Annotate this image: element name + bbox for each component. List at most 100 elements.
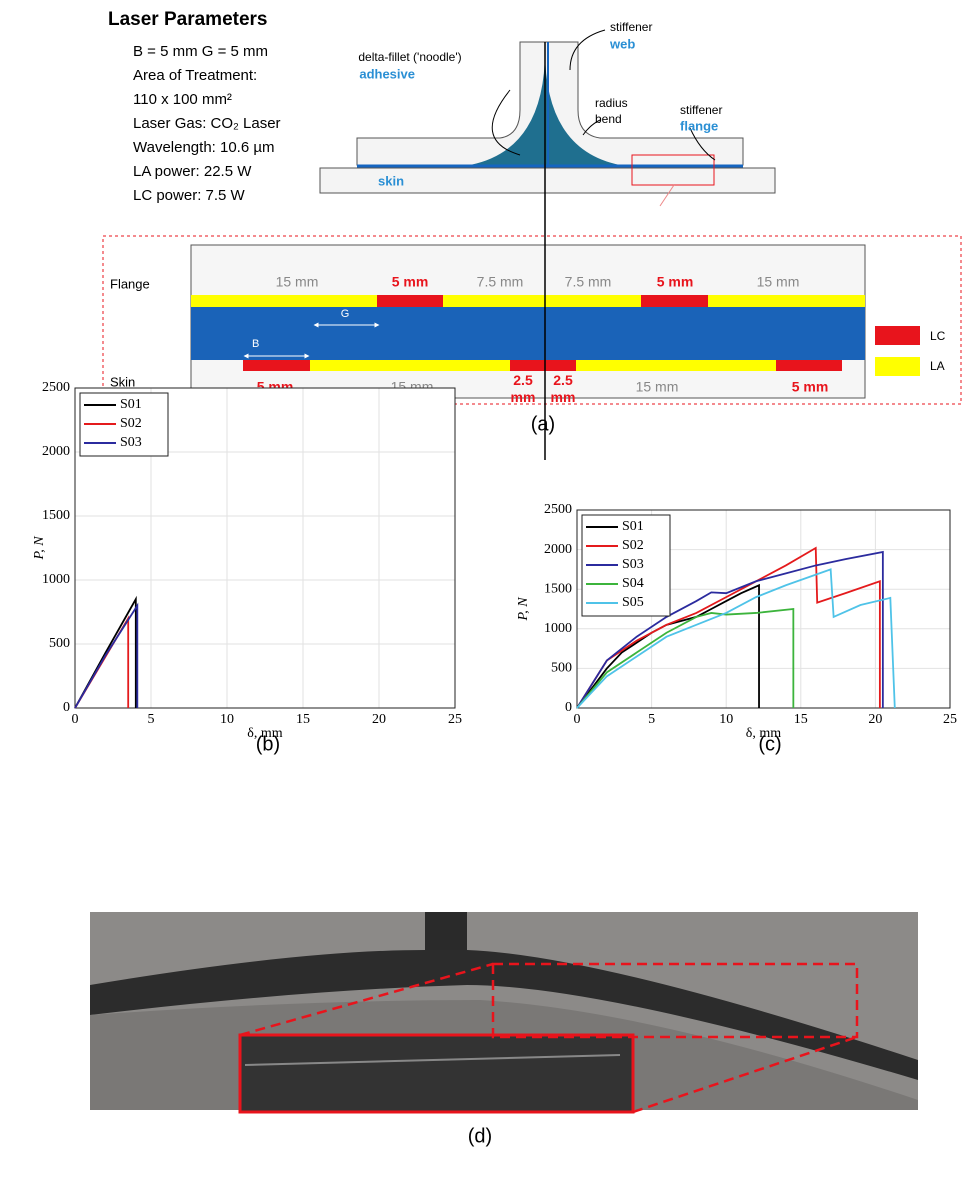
y-axis-label: P, N <box>32 536 47 561</box>
callout: skin <box>378 173 404 188</box>
arrow-label: B <box>252 338 259 350</box>
legend-swatch <box>875 357 920 376</box>
parameter: LC power: 7.5 W <box>133 187 246 204</box>
x-tick-label: 10 <box>220 712 234 727</box>
parameter: Wavelength: 10.6 µm <box>133 139 275 156</box>
skin-shape <box>319 167 776 194</box>
x-tick-label: 5 <box>148 712 155 727</box>
x-tick-label: 15 <box>296 712 310 727</box>
series-line <box>74 602 139 709</box>
lc-strip <box>243 360 310 371</box>
zoom-box <box>491 962 859 1039</box>
y-tick-label: 1500 <box>544 581 572 596</box>
series-line <box>576 568 896 709</box>
x-tick-label: 25 <box>448 712 462 727</box>
heading: Laser Parameters <box>108 9 268 30</box>
caption: (a) <box>531 413 555 435</box>
photo <box>90 912 918 1114</box>
series-line <box>576 550 884 709</box>
legend-label: LC <box>930 329 946 343</box>
dimension: 15 mm <box>757 274 800 290</box>
dimension: 5 mm <box>392 274 429 290</box>
x-tick-label: 0 <box>574 712 581 727</box>
callout-line <box>582 119 601 136</box>
lc-strip <box>377 295 443 307</box>
callout: delta-fillet ('noodle') <box>358 50 461 64</box>
specimen-web <box>425 912 467 952</box>
callout: flange <box>680 118 718 133</box>
lc-strip <box>776 360 842 371</box>
arrow-label: G <box>341 308 350 320</box>
zoom-box <box>631 154 715 186</box>
dimension: 7.5 mm <box>565 274 612 290</box>
y-tick-label: 2500 <box>544 502 572 517</box>
legend-label: S04 <box>622 576 644 591</box>
legend-label: S01 <box>622 519 644 534</box>
x-tick-label: 15 <box>794 712 808 727</box>
zoom-line <box>659 184 675 207</box>
y-tick-label: 2000 <box>544 542 572 557</box>
callout: radius <box>595 96 628 110</box>
dimension: 15 mm <box>276 274 319 290</box>
x-axis-label: δ, mm <box>247 726 282 741</box>
zoom-line <box>239 962 494 1037</box>
y-tick-label: 1000 <box>42 572 70 587</box>
y-tick-label: 2500 <box>42 380 70 395</box>
parameter: B = 5 mm G = 5 mm <box>133 43 268 60</box>
dimension: 2.5 mm <box>511 372 536 405</box>
legend-label: S03 <box>622 557 644 572</box>
callout: adhesive <box>359 66 415 81</box>
plot-frame <box>74 387 456 709</box>
specimen <box>90 950 918 1080</box>
y-tick-label: 0 <box>565 700 572 715</box>
layer-label: Skin <box>110 374 135 389</box>
legend-label: S05 <box>622 595 644 610</box>
crack <box>244 1054 621 1066</box>
y-tick-label: 0 <box>63 700 70 715</box>
series-line <box>576 607 795 709</box>
callout: bend <box>595 112 622 126</box>
x-axis-label: δ, mm <box>746 726 781 741</box>
legend-label: S02 <box>120 416 142 431</box>
adhesive-layer <box>191 307 865 360</box>
plot-frame <box>576 509 951 709</box>
la-strip <box>191 295 865 307</box>
y-tick-label: 2000 <box>42 444 70 459</box>
legend-label: LA <box>930 359 945 373</box>
legend-label: S03 <box>120 435 142 450</box>
x-tick-label: 20 <box>372 712 386 727</box>
y-tick-label: 1000 <box>544 621 572 636</box>
dimension: 5 mm <box>657 274 694 290</box>
y-tick-label: 1500 <box>42 508 70 523</box>
callout-line <box>689 127 716 161</box>
legend-swatch <box>875 326 920 345</box>
y-tick-label: 500 <box>551 661 572 676</box>
legend-label: S02 <box>622 538 644 553</box>
dimension: 2.5 mm <box>551 372 576 405</box>
caption: (d) <box>468 1125 492 1147</box>
callout: stiffener <box>610 20 652 34</box>
x-tick-label: 10 <box>719 712 733 727</box>
zoom-inset <box>238 1033 635 1114</box>
x-tick-label: 25 <box>943 712 957 727</box>
callout-line <box>569 29 606 71</box>
layer-label: Flange <box>110 276 150 291</box>
parameter: Laser Gas: CO₂ Laser <box>133 115 281 132</box>
callout-line <box>491 89 521 156</box>
y-tick-label: 500 <box>49 636 70 651</box>
x-tick-label: 20 <box>868 712 882 727</box>
parameter: LA power: 22.5 W <box>133 163 252 180</box>
callout: stiffener <box>680 103 722 117</box>
lc-strip <box>510 360 576 371</box>
dimension: 7.5 mm <box>477 274 524 290</box>
caption: (c) <box>758 733 781 755</box>
parameter: Area of Treatment: <box>133 67 257 84</box>
x-tick-label: 0 <box>72 712 79 727</box>
x-tick-label: 5 <box>648 712 655 727</box>
dimension: 15 mm <box>636 379 679 395</box>
lc-strip <box>641 295 708 307</box>
parameter: 110 x 100 mm² <box>133 91 232 108</box>
callout: web <box>609 36 635 51</box>
